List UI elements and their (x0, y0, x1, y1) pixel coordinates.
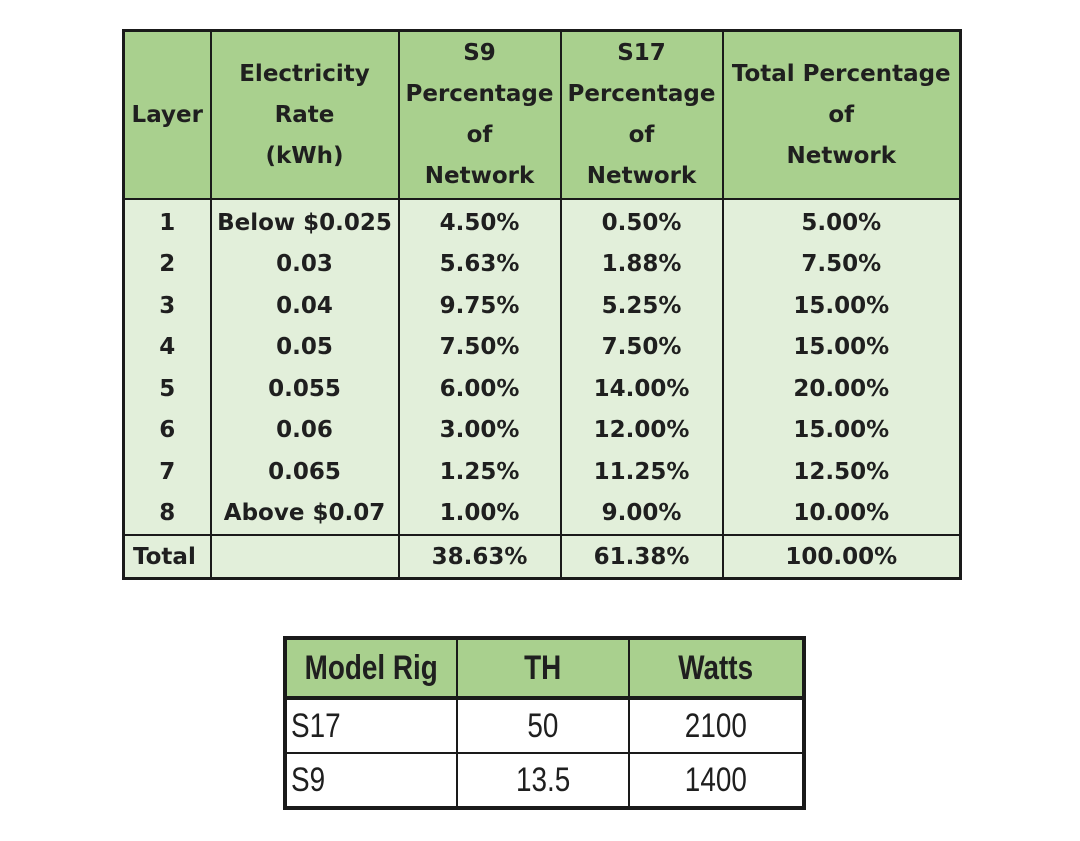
cell-rate: 0.05 (209, 326, 400, 368)
cell-s17: 12.00% (559, 409, 724, 451)
cell-total: 5.00% (721, 199, 962, 244)
cell-rate: Below $0.025 (209, 199, 400, 244)
cell-watts: 1400 (628, 752, 805, 809)
header-layer: Layer (122, 29, 212, 200)
header-th: TH (456, 637, 630, 700)
cell-total-rate (209, 534, 400, 580)
table-row: 2 0.03 5.63% 1.88% 7.50% (122, 243, 962, 285)
cell-layer: 2 (122, 243, 212, 285)
cell-total: 7.50% (721, 243, 962, 285)
cell-total-s9: 38.63% (397, 534, 562, 580)
cell-th: 13.5 (456, 752, 630, 809)
cell-layer: 5 (122, 368, 212, 410)
cell-layer: 7 (122, 451, 212, 493)
table-row: 5 0.055 6.00% 14.00% 20.00% (122, 368, 962, 410)
cell-total-label: Total (122, 534, 212, 580)
table-row: 7 0.065 1.25% 11.25% 12.50% (122, 451, 962, 493)
cell-s17: 14.00% (559, 368, 724, 410)
cell-s9: 3.00% (397, 409, 562, 451)
cell-s17: 0.50% (559, 199, 724, 244)
cell-s9: 1.25% (397, 451, 562, 493)
cell-s17: 9.00% (559, 492, 724, 535)
cell-layer: 8 (122, 492, 212, 535)
cell-layer: 1 (122, 199, 212, 244)
cell-s17: 5.25% (559, 285, 724, 327)
cell-total: 15.00% (721, 409, 962, 451)
cell-layer: 3 (122, 285, 212, 327)
cell-th: 50 (456, 697, 630, 754)
cell-model: S17 (284, 697, 458, 754)
header-electricity-rate: Electricity Rate (kWh) (209, 29, 400, 200)
table-row: S17 50 2100 (284, 697, 805, 754)
table-row: S9 13.5 1400 (284, 752, 805, 809)
cell-total-total: 100.00% (721, 534, 962, 580)
table-header-row: Model Rig TH Watts (284, 637, 805, 700)
cell-total: 12.50% (721, 451, 962, 493)
cell-s9: 9.75% (397, 285, 562, 327)
cell-total: 15.00% (721, 326, 962, 368)
cell-s9: 1.00% (397, 492, 562, 535)
cell-total: 20.00% (721, 368, 962, 410)
cell-s17: 1.88% (559, 243, 724, 285)
header-total-percentage: Total Percentage of Network (721, 29, 962, 200)
cell-rate: 0.03 (209, 243, 400, 285)
cell-total: 10.00% (721, 492, 962, 535)
cell-s9: 6.00% (397, 368, 562, 410)
header-s17-percentage: S17 Percentage of Network (559, 29, 724, 200)
cell-s17: 11.25% (559, 451, 724, 493)
table-header-row: Layer Electricity Rate (kWh) S9 Percenta… (122, 29, 962, 200)
cell-rate: 0.065 (209, 451, 400, 493)
cell-total-s17: 61.38% (559, 534, 724, 580)
cell-rate: Above $0.07 (209, 492, 400, 535)
cell-s9: 4.50% (397, 199, 562, 244)
table-row: 4 0.05 7.50% 7.50% 15.00% (122, 326, 962, 368)
cell-s17: 7.50% (559, 326, 724, 368)
cell-s9: 5.63% (397, 243, 562, 285)
table-row: 1 Below $0.025 4.50% 0.50% 5.00% (122, 199, 962, 244)
cell-s9: 7.50% (397, 326, 562, 368)
header-model-rig: Model Rig (284, 637, 458, 700)
table-row: 3 0.04 9.75% 5.25% 15.00% (122, 285, 962, 327)
cell-total: 15.00% (721, 285, 962, 327)
table-row: 8 Above $0.07 1.00% 9.00% 10.00% (122, 492, 962, 535)
table-total-row: Total 38.63% 61.38% 100.00% (122, 534, 962, 580)
cell-rate: 0.055 (209, 368, 400, 410)
cell-layer: 6 (122, 409, 212, 451)
cell-rate: 0.04 (209, 285, 400, 327)
cell-layer: 4 (122, 326, 212, 368)
cell-rate: 0.06 (209, 409, 400, 451)
header-s9-percentage: S9 Percentage of Network (397, 29, 562, 200)
table-row: 6 0.06 3.00% 12.00% 15.00% (122, 409, 962, 451)
header-watts: Watts (628, 637, 805, 700)
cell-watts: 2100 (628, 697, 805, 754)
model-rig-table: Model Rig TH Watts S17 50 2100 S9 13.5 1… (283, 636, 806, 810)
cell-model: S9 (284, 752, 458, 809)
network-percentage-table: Layer Electricity Rate (kWh) S9 Percenta… (122, 29, 962, 580)
